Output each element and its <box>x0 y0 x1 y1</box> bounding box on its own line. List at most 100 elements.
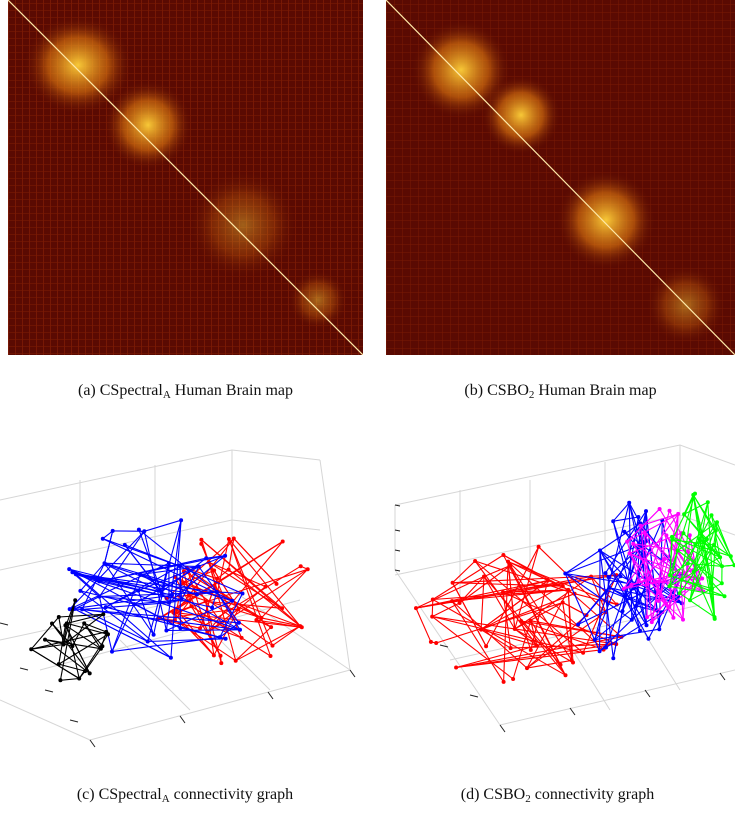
graph-d-node <box>629 617 634 622</box>
graph-d-node <box>685 561 690 566</box>
graph-d-node <box>709 513 714 518</box>
graph-d-node <box>560 600 565 605</box>
graph-d-edge <box>689 582 723 601</box>
graph-c-node <box>110 649 114 654</box>
graph-c-edge <box>272 625 301 647</box>
graph-d-edge <box>681 579 713 590</box>
graph-c-edge <box>75 573 172 659</box>
graph-c-node <box>101 612 106 617</box>
graph-c-edge <box>58 633 109 665</box>
graph-d-node <box>722 594 727 599</box>
graph-d-edge <box>694 502 709 546</box>
graph-d-node <box>693 543 698 547</box>
graph-c-node <box>159 589 164 594</box>
graph-d-edge <box>668 513 679 607</box>
graph-c-edge <box>256 619 302 628</box>
graph-c-node <box>29 647 34 652</box>
graph-c-node <box>43 637 47 642</box>
graph-c-edge <box>201 539 283 609</box>
graph-c-edge <box>104 562 233 602</box>
graph-d-edge <box>451 600 528 669</box>
graph-d-node <box>693 491 697 496</box>
graph-c-node <box>67 607 72 612</box>
graph-d-edge <box>564 522 641 574</box>
graph-c-node <box>189 604 194 609</box>
graph-d-node <box>644 509 648 514</box>
graph-d-edge <box>451 600 505 683</box>
graph-c-node <box>103 605 108 610</box>
graph-d-node <box>501 590 505 595</box>
graph-c-edge <box>58 613 104 618</box>
graph-c-node <box>218 653 223 658</box>
graph-d-node <box>636 578 641 583</box>
graph-d-node <box>623 594 627 599</box>
graph-d-node <box>634 603 639 608</box>
graph-c-edge <box>161 557 207 593</box>
graph-d-edge <box>520 620 566 676</box>
heatmap-csbo <box>386 0 735 355</box>
graph-d-node <box>667 508 672 513</box>
graph-c-edge <box>51 623 91 674</box>
graph-c-edge <box>30 648 80 679</box>
graph-c-edge <box>105 606 226 640</box>
graph-c-node <box>50 621 54 626</box>
heatmap-a-svg <box>8 0 363 355</box>
graph-c-node <box>168 655 173 660</box>
graph-d-edge <box>680 577 684 620</box>
graph-d-node <box>627 551 632 556</box>
graph-c-node <box>104 629 109 634</box>
graph-c-edge <box>205 601 215 656</box>
graph-c-edge <box>74 596 100 610</box>
graph-d-edge <box>480 585 564 631</box>
graph-c-edge <box>82 602 170 610</box>
graph-d-edge <box>474 560 584 654</box>
graph-c-edge <box>137 590 155 635</box>
graph-d-edge <box>507 561 604 651</box>
graph-c-node <box>280 606 285 611</box>
graph-c-node <box>268 654 273 658</box>
graph-c-node <box>226 537 231 541</box>
graph-d-edge <box>431 599 434 617</box>
graph-d-node <box>679 577 684 582</box>
graph-c-edge <box>241 637 271 657</box>
graph-d-node <box>656 598 661 603</box>
graph-d-edge <box>669 585 725 597</box>
graph-d-edge <box>567 589 574 663</box>
graph-c-edge <box>216 591 243 595</box>
graph-c-node <box>236 607 241 611</box>
graph-d-edge <box>713 530 717 546</box>
graph-c-node <box>56 662 61 667</box>
graph-d-edge <box>483 576 516 630</box>
graph-c-edge <box>80 590 135 605</box>
graph-c-node <box>305 567 310 572</box>
graph-c-node <box>166 561 171 566</box>
graph-d-node <box>638 523 643 528</box>
graph-d-edge <box>626 513 679 543</box>
graph-c-edge <box>166 629 241 632</box>
graph-d-edge <box>669 574 725 597</box>
graph-d-node <box>646 636 651 641</box>
graph-c-edge <box>30 616 60 650</box>
graph-c-node <box>136 588 141 593</box>
graph-d-node <box>414 606 418 611</box>
graph-d-node <box>677 591 682 596</box>
graph-d-node <box>681 617 685 622</box>
graph-d-node <box>607 585 612 590</box>
graph-d-node <box>534 643 539 648</box>
graph-c-node <box>97 594 102 599</box>
graph-c-edge <box>79 562 105 592</box>
graph-c-edge <box>261 617 301 627</box>
graph-c-edge <box>175 608 215 656</box>
graph-c-edge <box>44 639 91 674</box>
caption-a: (a) CSpectralA Human Brain map <box>77 382 293 401</box>
graph-c-node <box>231 536 236 541</box>
graph-c-edge <box>186 568 208 633</box>
graph-c-node <box>178 564 182 569</box>
graph-c-edge <box>83 623 102 650</box>
graph-c-node <box>223 553 228 558</box>
graph-d-node <box>563 571 568 576</box>
graph-c-edge <box>99 580 182 601</box>
graph-d-edge <box>456 649 604 669</box>
graph-d-edge <box>455 645 538 669</box>
graph-d-node <box>645 615 650 620</box>
